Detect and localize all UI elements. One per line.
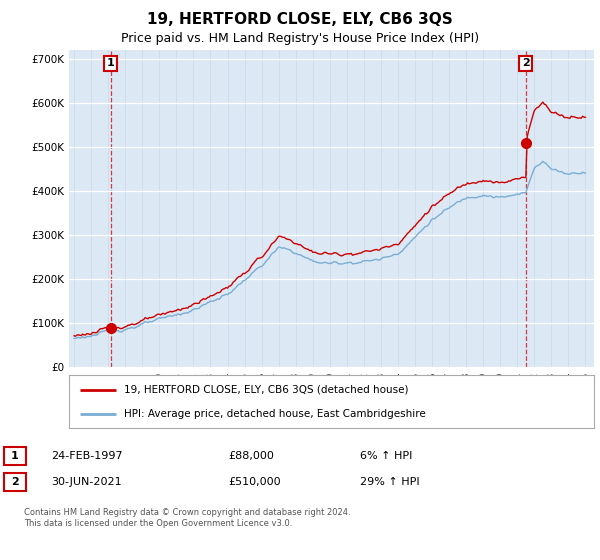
Text: £88,000: £88,000 <box>228 451 274 461</box>
Text: 19, HERTFORD CLOSE, ELY, CB6 3QS: 19, HERTFORD CLOSE, ELY, CB6 3QS <box>147 12 453 27</box>
Text: HPI: Average price, detached house, East Cambridgeshire: HPI: Average price, detached house, East… <box>124 409 426 419</box>
Text: 1: 1 <box>107 58 115 68</box>
Text: 29% ↑ HPI: 29% ↑ HPI <box>360 477 419 487</box>
Text: £510,000: £510,000 <box>228 477 281 487</box>
Text: 2: 2 <box>522 58 530 68</box>
Text: 30-JUN-2021: 30-JUN-2021 <box>51 477 122 487</box>
Text: 24-FEB-1997: 24-FEB-1997 <box>51 451 122 461</box>
Text: 1: 1 <box>11 451 19 461</box>
Text: 2: 2 <box>11 477 19 487</box>
Text: Price paid vs. HM Land Registry's House Price Index (HPI): Price paid vs. HM Land Registry's House … <box>121 32 479 45</box>
Text: Contains HM Land Registry data © Crown copyright and database right 2024.
This d: Contains HM Land Registry data © Crown c… <box>24 508 350 528</box>
Text: 6% ↑ HPI: 6% ↑ HPI <box>360 451 412 461</box>
Text: 19, HERTFORD CLOSE, ELY, CB6 3QS (detached house): 19, HERTFORD CLOSE, ELY, CB6 3QS (detach… <box>124 385 409 395</box>
